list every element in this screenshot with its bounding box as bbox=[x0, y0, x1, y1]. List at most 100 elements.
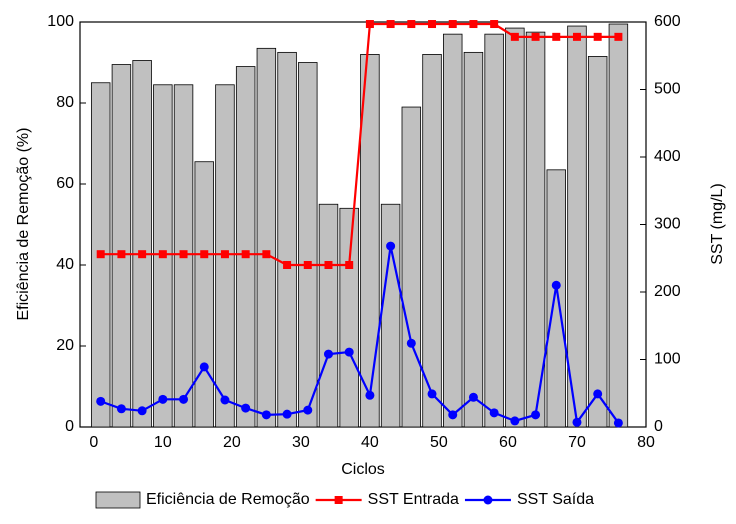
y-tick-label: 80 bbox=[56, 94, 74, 111]
marker bbox=[262, 250, 271, 259]
x-tick-label: 40 bbox=[361, 434, 379, 451]
bar bbox=[505, 27, 525, 428]
marker bbox=[323, 349, 333, 359]
marker bbox=[96, 396, 106, 406]
y-tick-label: 0 bbox=[65, 418, 74, 435]
y-axis-title: Eficiência de Remoção (%) bbox=[15, 128, 32, 321]
marker bbox=[448, 20, 457, 29]
x-tick-label: 50 bbox=[430, 434, 448, 451]
marker bbox=[261, 410, 271, 420]
y-tick-label: 40 bbox=[56, 256, 74, 273]
bar bbox=[194, 161, 214, 428]
marker bbox=[96, 250, 105, 259]
marker bbox=[365, 390, 375, 400]
bar bbox=[422, 54, 442, 428]
legend-label: Eficiência de Remoção bbox=[146, 491, 310, 508]
y2-tick-label: 200 bbox=[654, 283, 681, 300]
bar bbox=[587, 56, 608, 428]
marker bbox=[407, 20, 416, 29]
marker bbox=[179, 250, 188, 259]
y-tick-label: 20 bbox=[56, 337, 74, 354]
marker bbox=[448, 410, 458, 420]
marker bbox=[220, 250, 229, 259]
bar bbox=[380, 203, 401, 428]
x-tick-label: 60 bbox=[499, 434, 517, 451]
marker bbox=[241, 250, 250, 259]
marker bbox=[572, 32, 581, 41]
bar bbox=[132, 60, 152, 428]
x-tick-label: 10 bbox=[154, 434, 172, 451]
marker bbox=[220, 395, 230, 405]
marker bbox=[593, 32, 602, 41]
x-tick-label: 30 bbox=[292, 434, 310, 451]
x-tick-label: 80 bbox=[637, 434, 655, 451]
legend-label: SST Entrada bbox=[368, 491, 459, 508]
marker bbox=[613, 418, 623, 428]
marker bbox=[490, 20, 499, 29]
bar bbox=[463, 51, 484, 428]
y-tick-label: 100 bbox=[47, 13, 74, 30]
marker bbox=[241, 403, 251, 413]
marker bbox=[510, 416, 520, 426]
bar bbox=[401, 106, 422, 428]
marker bbox=[551, 280, 561, 290]
bar bbox=[277, 51, 297, 428]
marker bbox=[283, 261, 292, 269]
marker bbox=[614, 32, 623, 41]
bar bbox=[608, 23, 629, 428]
marker bbox=[137, 406, 147, 416]
bar bbox=[525, 31, 546, 428]
y2-tick-label: 0 bbox=[654, 418, 663, 435]
marker bbox=[117, 250, 126, 259]
legend-label: SST Saída bbox=[517, 491, 594, 508]
x-tick-label: 0 bbox=[89, 434, 98, 451]
marker bbox=[116, 404, 126, 414]
y2-tick-label: 500 bbox=[654, 81, 681, 98]
x-tick-label: 70 bbox=[568, 434, 586, 451]
marker bbox=[552, 32, 561, 41]
marker bbox=[200, 250, 209, 259]
marker bbox=[303, 261, 312, 269]
bar bbox=[484, 33, 504, 428]
y-tick-label: 60 bbox=[56, 175, 74, 192]
marker bbox=[386, 241, 396, 251]
marker bbox=[345, 261, 354, 269]
y2-axis-title: SST (mg/L) bbox=[709, 183, 726, 265]
bar bbox=[256, 47, 277, 428]
bar bbox=[339, 207, 359, 428]
marker bbox=[428, 20, 437, 29]
marker bbox=[344, 347, 354, 357]
marker bbox=[510, 32, 519, 41]
marker bbox=[365, 20, 374, 29]
marker bbox=[468, 392, 478, 402]
y2-tick-label: 600 bbox=[654, 13, 681, 30]
marker bbox=[593, 389, 603, 399]
legend-swatch bbox=[483, 495, 493, 505]
marker bbox=[324, 261, 333, 269]
marker bbox=[158, 394, 168, 404]
marker bbox=[531, 32, 540, 41]
marker bbox=[531, 410, 541, 420]
marker bbox=[303, 405, 313, 415]
y2-tick-label: 400 bbox=[654, 148, 681, 165]
marker bbox=[489, 408, 499, 418]
x-tick-label: 20 bbox=[223, 434, 241, 451]
marker bbox=[138, 250, 147, 259]
bar bbox=[567, 25, 587, 428]
marker bbox=[572, 417, 582, 427]
bar bbox=[443, 33, 463, 428]
marker bbox=[199, 362, 209, 372]
legend-swatch bbox=[95, 491, 141, 509]
bar bbox=[111, 64, 132, 428]
marker bbox=[469, 20, 478, 29]
x-axis-title: Ciclos bbox=[341, 461, 385, 478]
marker bbox=[386, 20, 395, 29]
bar bbox=[298, 62, 318, 428]
marker bbox=[427, 389, 437, 399]
bar bbox=[235, 66, 256, 428]
bar bbox=[360, 54, 380, 428]
legend-swatch bbox=[334, 496, 343, 504]
y2-tick-label: 100 bbox=[654, 351, 681, 368]
